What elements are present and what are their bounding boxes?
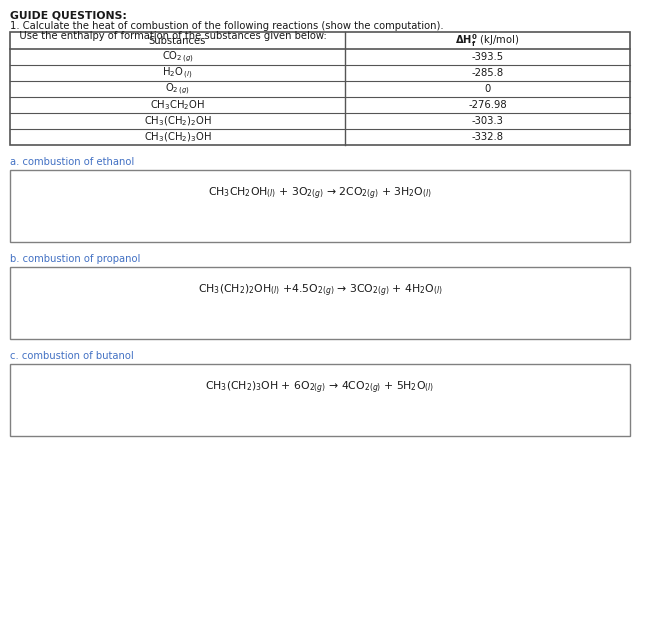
- Text: -332.8: -332.8: [471, 132, 503, 142]
- Text: Substances: Substances: [149, 35, 206, 45]
- Text: 0: 0: [484, 84, 491, 94]
- Text: a. combustion of ethanol: a. combustion of ethanol: [10, 157, 134, 167]
- Text: c. combustion of butanol: c. combustion of butanol: [10, 351, 133, 361]
- Text: H$_{2}$O$_{\,(l)}$: H$_{2}$O$_{\,(l)}$: [162, 65, 193, 81]
- Text: GUIDE QUESTIONS:: GUIDE QUESTIONS:: [10, 10, 127, 20]
- Bar: [10, 267, 630, 339]
- Text: CH$_3$(CH$_2$)$_2$OH: CH$_3$(CH$_2$)$_2$OH: [144, 114, 212, 128]
- Text: 1. Calculate the heat of combustion of the following reactions (show the computa: 1. Calculate the heat of combustion of t…: [10, 21, 443, 31]
- Text: -285.8: -285.8: [471, 68, 504, 78]
- Text: -303.3: -303.3: [471, 116, 503, 126]
- Text: -276.98: -276.98: [468, 100, 507, 110]
- Bar: [10, 170, 630, 242]
- Text: CO$_{2\,(g)}$: CO$_{2\,(g)}$: [161, 49, 193, 65]
- Text: CH$_3$CH$_2$OH: CH$_3$CH$_2$OH: [150, 98, 205, 112]
- Bar: [10, 32, 630, 145]
- Text: CH$_3$CH$_2$OH$_{(l)}$ + 3O$_{2(g)}$ → 2CO$_{2(g)}$ + 3H$_2$O$_{(l)}$: CH$_3$CH$_2$OH$_{(l)}$ + 3O$_{2(g)}$ → 2…: [208, 186, 432, 203]
- Text: Use the enthalpy of formation of the substances given below:: Use the enthalpy of formation of the sub…: [10, 31, 327, 41]
- Bar: [10, 364, 630, 436]
- Text: CH$_3$(CH$_2$)$_2$OH$_{(l)}$ +4.5O$_{2(g)}$ → 3CO$_{2(g)}$ + 4H$_2$O$_{(l)}$: CH$_3$(CH$_2$)$_2$OH$_{(l)}$ +4.5O$_{2(g…: [197, 283, 443, 299]
- Text: CH$_3$(CH$_2$)$_3$OH: CH$_3$(CH$_2$)$_3$OH: [144, 130, 212, 144]
- Text: CH$_3$(CH$_2$)$_3$OH + 6O$_{2(g)}$ → 4CO$_{2(g)}$ + 5H$_2$O$_{(l)}$: CH$_3$(CH$_2$)$_3$OH + 6O$_{2(g)}$ → 4CO…: [206, 380, 435, 396]
- Text: b. combustion of propanol: b. combustion of propanol: [10, 254, 141, 264]
- Text: O$_{2\,(g)}$: O$_{2\,(g)}$: [165, 81, 190, 97]
- Text: -393.5: -393.5: [471, 52, 504, 62]
- Text: $\mathbf{\Delta H_f^0}$ (kJ/mol): $\mathbf{\Delta H_f^0}$ (kJ/mol): [455, 32, 519, 49]
